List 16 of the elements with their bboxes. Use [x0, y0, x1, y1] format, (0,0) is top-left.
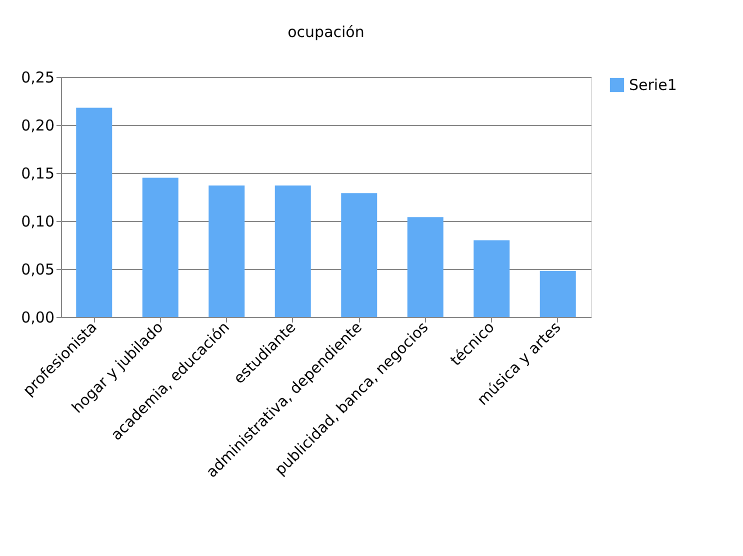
- bar: [142, 178, 178, 317]
- bar: [540, 270, 576, 317]
- y-tick-label: 0,05: [21, 260, 54, 278]
- legend-label: Serie1: [629, 76, 677, 94]
- bar: [407, 217, 444, 317]
- y-tick-label: 0,20: [21, 116, 54, 134]
- bar: [274, 185, 311, 317]
- y-tick-label: 0,00: [21, 308, 54, 326]
- y-tick-label: 0,25: [21, 68, 54, 86]
- chart-title: ocupación: [288, 23, 364, 41]
- bar: [341, 193, 378, 317]
- y-tick-label: 0,15: [21, 164, 54, 182]
- bar: [474, 240, 510, 317]
- bar: [208, 185, 245, 317]
- bar: [76, 108, 112, 317]
- y-tick-label: 0,10: [21, 212, 54, 230]
